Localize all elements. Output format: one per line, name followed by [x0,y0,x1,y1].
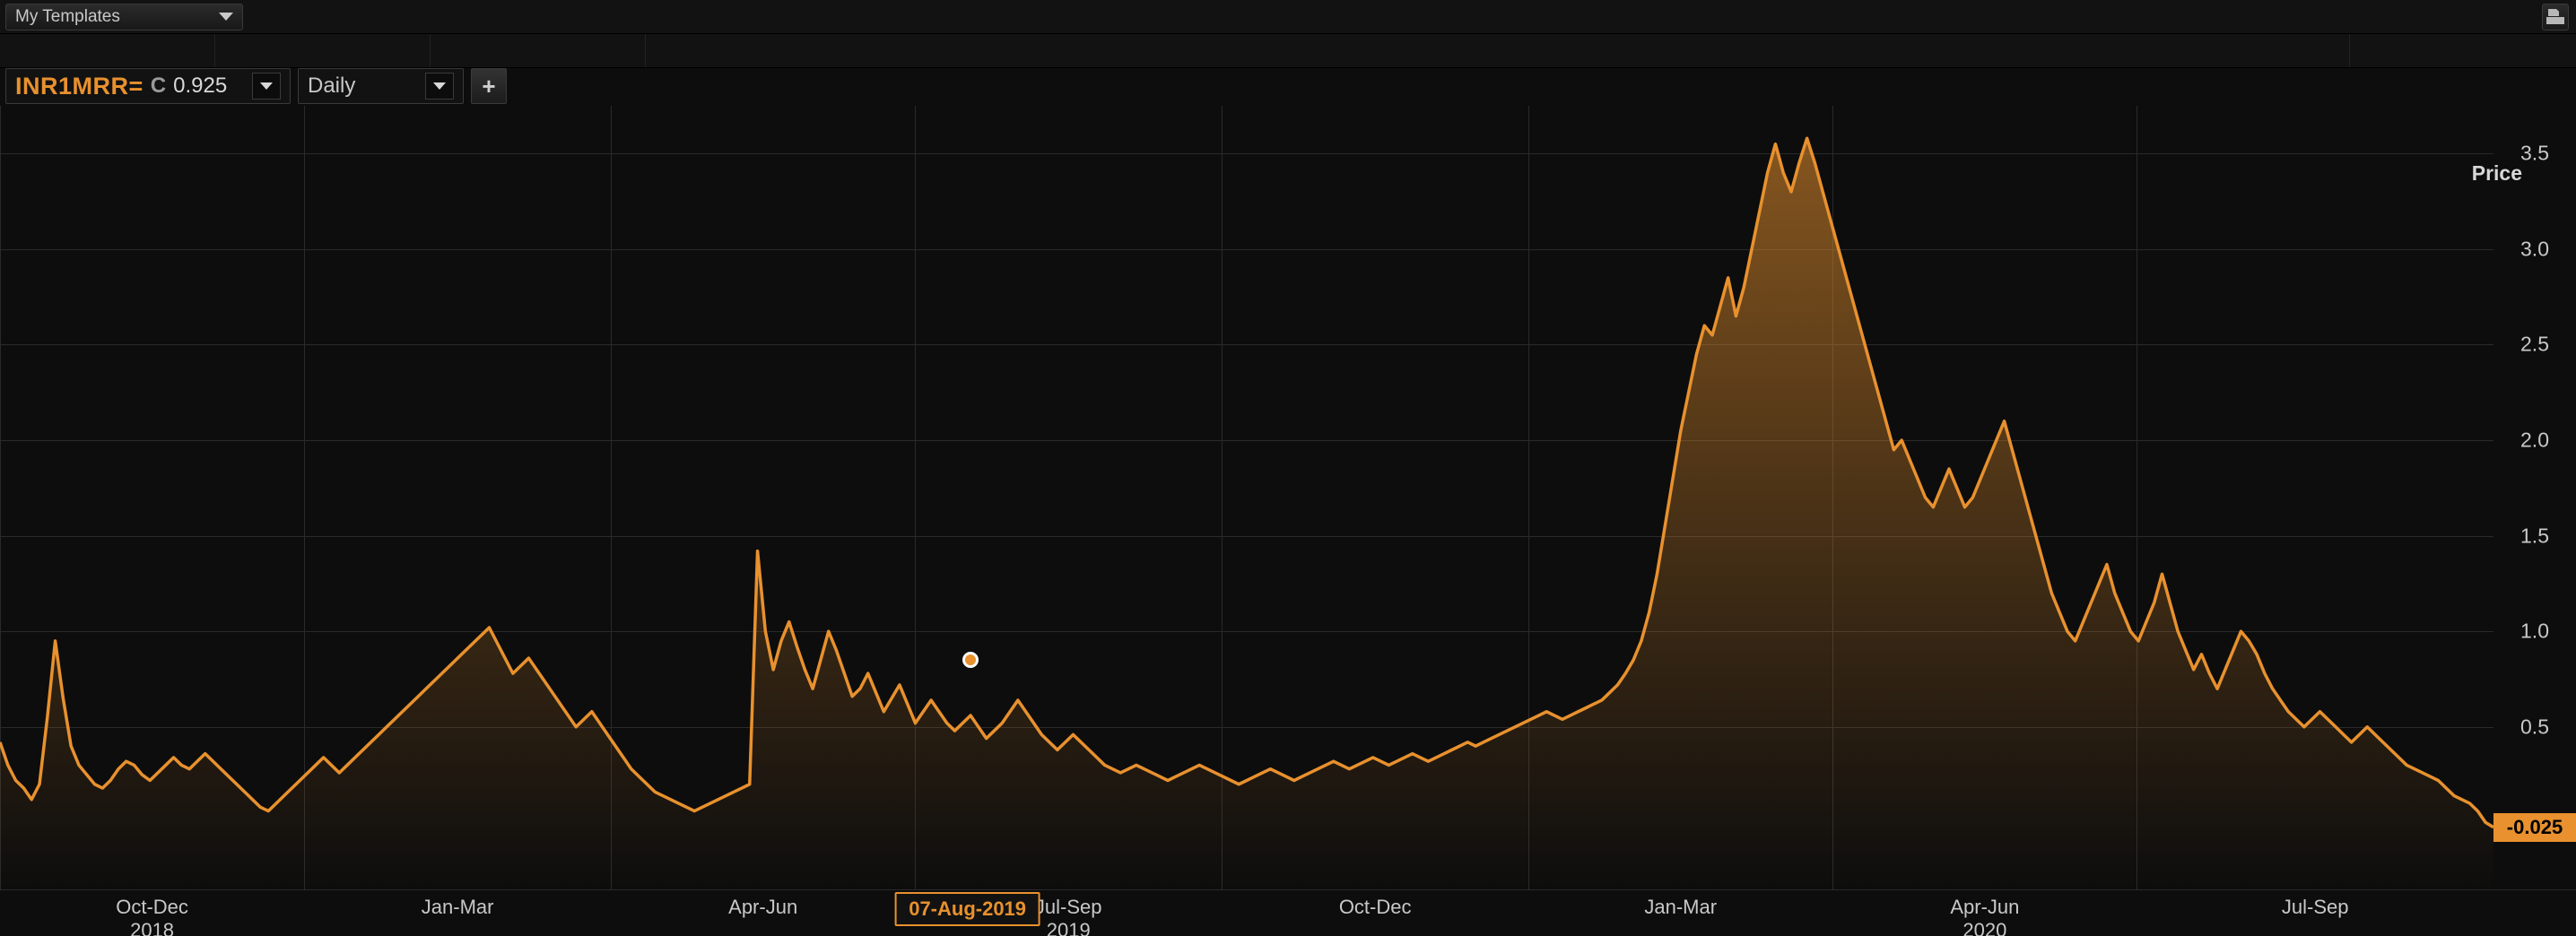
y-tick-label: 2.0 [2520,429,2549,453]
toolbar-cell [215,34,431,67]
y-tick-label: 0.5 [2520,715,2549,739]
x-tick-label: Oct-Dec [1339,896,1412,919]
current-value-badge: -0.025 [2493,813,2576,842]
interval-dropdown-button[interactable] [425,73,454,100]
ticker-prefix-text: C [151,74,166,99]
x-tick-label: Oct-Dec [116,896,188,919]
x-tick-label: Apr-Jun [1950,896,2019,919]
y-tick-label: 1.0 [2520,620,2549,644]
ticker-value-text: 0.925 [173,74,227,99]
print-button[interactable] [2542,4,2569,30]
chart-app: My Templates INR1MRR= C 0.925 Daily + [0,0,2576,936]
printer-icon [2546,9,2564,24]
topbar: My Templates [0,0,2576,34]
x-tick-year-label: 2020 [1962,919,2006,936]
toolbar-cell [431,34,646,67]
x-tick-label: Jul-Sep [1035,896,1102,919]
y-tick-label: 3.5 [2520,142,2549,166]
x-axis: Oct-Dec 2018 Jan-Mar Apr-Jun Jul-Sep 2019 Oct-… [0,889,2576,936]
add-series-button[interactable]: + [471,68,507,104]
ticker-symbol-field[interactable]: INR1MRR= C 0.925 [5,68,291,104]
control-row: INR1MRR= C 0.925 Daily + [0,66,507,106]
x-tick-label: Jan-Mar [1644,896,1717,919]
ticker-dropdown-button[interactable] [252,73,281,100]
chevron-down-icon [219,13,233,21]
interval-dropdown[interactable]: Daily [298,68,464,104]
ticker-symbol-text: INR1MRR= [15,73,144,100]
y-tick-label: 2.5 [2520,333,2549,357]
chevron-down-icon [433,82,446,90]
y-tick-label: 1.5 [2520,524,2549,548]
price-marker-dot[interactable] [962,652,979,668]
x-tick-label: Jul-Sep [2282,896,2349,919]
toolbar-cell [646,34,2350,67]
x-tick-label: Apr-Jun [728,896,797,919]
date-callout[interactable]: 07-Aug-2019 [894,892,1040,926]
toolbar-strip [0,34,2576,68]
chevron-down-icon [260,82,273,90]
price-line-chart[interactable] [0,106,2493,889]
y-tick-label: 3.0 [2520,237,2549,261]
templates-dropdown[interactable]: My Templates [5,4,243,30]
x-tick-year-label: 2018 [130,919,174,936]
x-tick-label: Jan-Mar [422,896,494,919]
interval-label: Daily [308,74,355,99]
chart-plot-area[interactable]: Price 3.5 3.0 2.5 2.0 1.5 1.0 0.5 -0.025 [0,106,2576,889]
toolbar-cell [0,34,215,67]
templates-dropdown-label: My Templates [15,7,120,27]
x-tick-year-label: 2019 [1047,919,1091,936]
